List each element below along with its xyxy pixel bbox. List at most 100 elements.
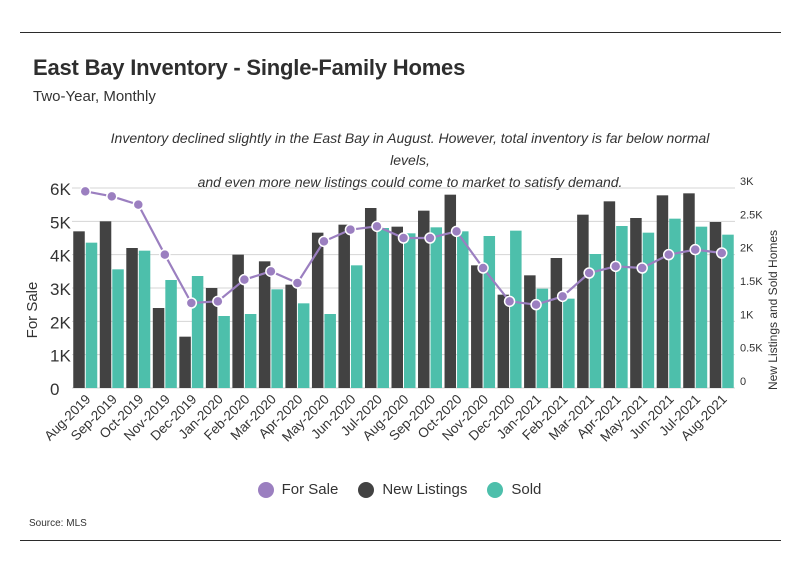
for-sale-point (556, 290, 569, 303)
right-axis-tick-label: 1K (740, 309, 754, 321)
for-sale-point (609, 260, 622, 273)
for-sale-point (530, 298, 542, 311)
new-listings-bar (73, 231, 85, 388)
sold-bar (244, 314, 257, 388)
new-listings-bar (258, 261, 271, 388)
legend-item-sold[interactable]: Sold (487, 481, 541, 498)
for-sale-point (583, 267, 595, 279)
left-axis-tick-label: 4K (50, 247, 71, 266)
sold-bar (589, 254, 602, 388)
bottom-rule (20, 540, 781, 541)
left-axis-tick-label: 6K (50, 180, 71, 199)
left-axis-tick-label: 5K (50, 213, 71, 232)
legend-marker-sold (487, 481, 504, 498)
new-listings-bar (603, 201, 616, 388)
for-sale-point (79, 185, 92, 198)
sold-bar (377, 228, 389, 388)
new-listings-bar (418, 210, 430, 388)
right-axis-tick-label: 1.5K (740, 276, 763, 288)
new-listings-bar (205, 288, 218, 388)
for-sale-point (424, 232, 436, 244)
right-axis-tick-label: 3K (740, 176, 754, 188)
new-listings-bar (656, 195, 669, 388)
chart-subtitle: Two-Year, Monthly (33, 88, 156, 105)
top-rule (20, 32, 781, 33)
new-listings-bar (99, 221, 112, 388)
for-sale-point (238, 273, 251, 286)
sold-bar (350, 265, 363, 388)
for-sale-point (371, 220, 383, 233)
new-listings-bar (630, 218, 642, 388)
new-listings-bar (471, 265, 483, 388)
for-sale-point (503, 295, 516, 308)
left-axis-tick-label: 0 (50, 380, 59, 399)
sold-bar (536, 288, 549, 388)
for-sale-point (344, 223, 357, 236)
for-sale-point (265, 265, 277, 278)
sold-bar (457, 231, 469, 388)
sold-bar (563, 298, 575, 388)
sold-bar (165, 280, 177, 388)
sold-bar (483, 236, 496, 388)
sold-bar (404, 233, 416, 388)
sold-bar (138, 250, 151, 388)
right-axis-tick-label: 2K (740, 243, 754, 255)
new-listings-bar (524, 275, 536, 388)
legend-marker-for-sale (257, 481, 274, 498)
sold-bar (324, 314, 336, 388)
for-sale-point (450, 225, 463, 238)
sold-bar (510, 230, 522, 388)
right-axis-tick-label: 2.5K (740, 209, 763, 221)
sold-bar (218, 316, 230, 388)
legend-label-sold: Sold (511, 481, 542, 498)
right-axis-title: New Listings and Sold Homes (766, 230, 780, 390)
sold-bar (722, 234, 734, 388)
new-listings-bar (311, 232, 324, 388)
right-axis-tick-label: 0 (740, 376, 746, 388)
new-listings-bar (709, 222, 722, 388)
legend-marker-new-listings (358, 481, 375, 498)
sold-bar (191, 276, 204, 388)
new-listings-bar (391, 226, 403, 388)
for-sale-point (715, 247, 728, 259)
new-listings-bar (550, 258, 563, 388)
for-sale-point (185, 297, 198, 309)
new-listings-bar (338, 224, 350, 388)
sold-bar (430, 227, 443, 388)
for-sale-point (662, 248, 675, 261)
new-listings-bar (152, 308, 165, 388)
sold-bar (271, 289, 283, 388)
sold-bar (695, 226, 708, 388)
left-axis-tick-label: 3K (50, 280, 71, 299)
for-sale-point (397, 232, 410, 244)
legend-item-new-listings[interactable]: New Listings (358, 481, 467, 498)
left-axis-tick-label: 2K (50, 313, 71, 332)
for-sale-point (689, 243, 701, 256)
legend-label-for-sale: For Sale (281, 481, 339, 498)
chart-annotation: Inventory declined slightly in the East … (100, 127, 720, 193)
new-listings-bar (444, 194, 457, 388)
new-listings-bar (683, 193, 695, 388)
annotation-line-1: Inventory declined slightly in the East … (110, 130, 710, 168)
for-sale-point (106, 190, 118, 203)
annotation-line-2: and even more new listings could come to… (197, 174, 623, 190)
sold-bar (669, 218, 681, 388)
for-sale-point (212, 295, 224, 308)
new-listings-bar (126, 248, 138, 388)
left-axis-title: For Sale (24, 282, 41, 339)
new-listings-bar (364, 208, 377, 388)
for-sale-point (159, 248, 171, 261)
for-sale-point (291, 277, 304, 289)
legend-label-new-listings: New Listings (382, 481, 468, 498)
new-listings-bar (179, 336, 191, 388)
for-sale-point (636, 262, 648, 274)
new-listings-bar (497, 294, 510, 388)
legend-item-for-sale[interactable]: For Sale (257, 481, 339, 498)
source-note: Source: MLS (29, 518, 87, 529)
right-axis-tick-label: 0.5K (740, 343, 763, 355)
sold-bar (297, 303, 310, 388)
sold-bar (616, 226, 628, 388)
for-sale-point (132, 198, 145, 211)
new-listings-bar (577, 214, 589, 388)
